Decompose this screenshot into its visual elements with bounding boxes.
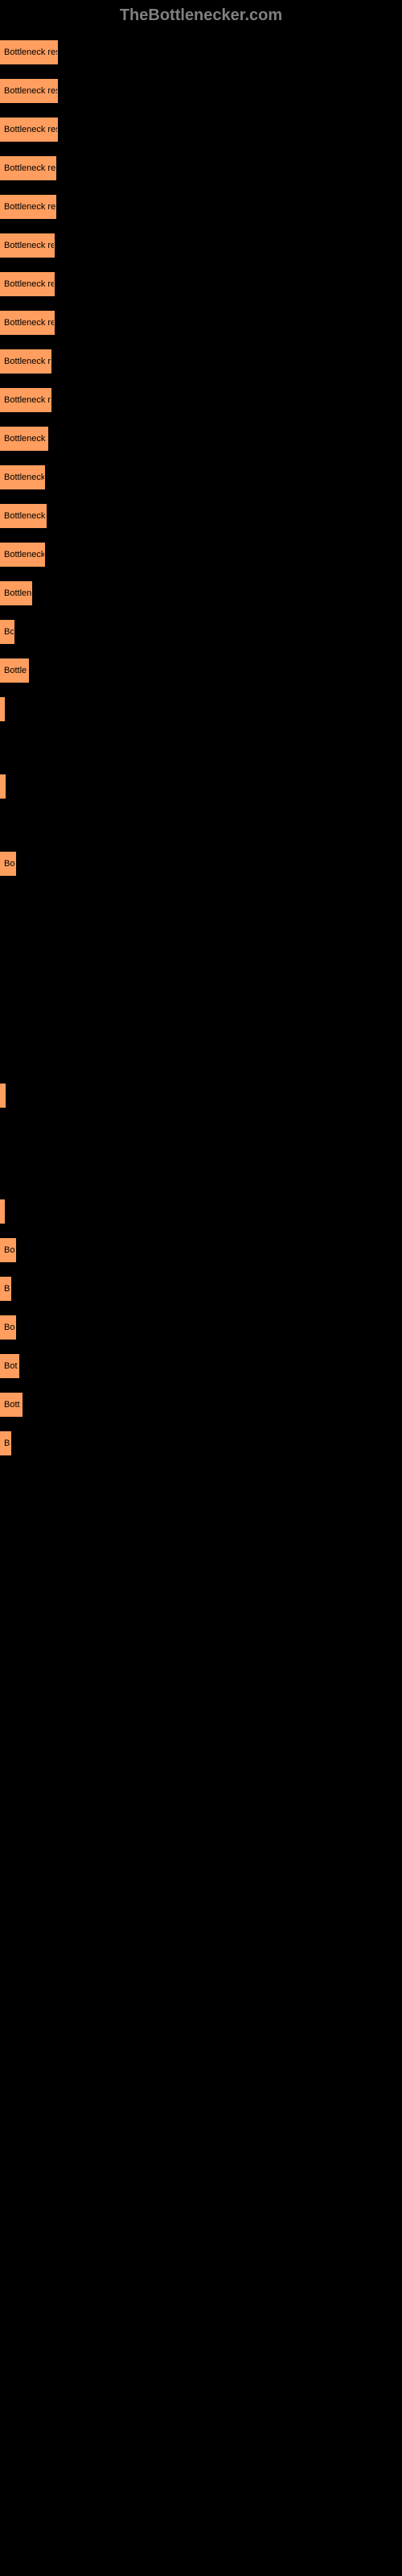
bar: Bottleneck res xyxy=(0,311,55,335)
bar-row: Bottleneck resu xyxy=(0,39,402,65)
bar: B xyxy=(0,1277,11,1301)
bar-row: Bottleneck c xyxy=(0,542,402,568)
bar: Bo xyxy=(0,1238,16,1262)
bar: Bottleneck res xyxy=(0,272,55,296)
bar: Bottleneck re xyxy=(0,504,47,528)
bar-row: Bottlen xyxy=(0,580,402,606)
bar-row: Bottleneck resu xyxy=(0,78,402,104)
bar-row: Bottleneck res xyxy=(0,349,402,374)
bar-row: Bott xyxy=(0,1392,402,1418)
bar-row: B xyxy=(0,1430,402,1456)
bar-row xyxy=(0,735,402,761)
bar: Bottleneck resu xyxy=(0,118,58,142)
bar: Bo xyxy=(0,852,16,876)
bar xyxy=(0,1199,5,1224)
bar-row xyxy=(0,696,402,722)
bar xyxy=(0,1084,6,1108)
bar xyxy=(0,697,5,721)
bar-row xyxy=(0,812,402,838)
bar-row xyxy=(0,1044,402,1070)
bar: Bottleneck res xyxy=(0,156,56,180)
bar: B xyxy=(0,1431,11,1455)
bar-row xyxy=(0,967,402,993)
bar: Bott xyxy=(0,1393,23,1417)
bar: Bottleneck c xyxy=(0,465,45,489)
bar: Bottle xyxy=(0,658,29,683)
bar-row xyxy=(0,774,402,799)
bar-row: B xyxy=(0,1276,402,1302)
bar: Bottleneck res xyxy=(0,388,51,412)
bar: Bottleneck resu xyxy=(0,40,58,64)
bar: Bottleneck resu xyxy=(0,79,58,103)
bar-row xyxy=(0,1121,402,1147)
bar xyxy=(0,774,6,799)
bar: Bo xyxy=(0,1315,16,1340)
bar-row: Bottleneck res xyxy=(0,194,402,220)
bar: Bottlen xyxy=(0,581,32,605)
bar-row xyxy=(0,928,402,954)
bar-row: Bottleneck res xyxy=(0,387,402,413)
bar-row xyxy=(0,890,402,915)
bar-row: Bottleneck re xyxy=(0,426,402,452)
bar-row xyxy=(0,1199,402,1224)
bar-row: Bottleneck re xyxy=(0,503,402,529)
bar-row: Bo xyxy=(0,851,402,877)
bar-row: Bottleneck res xyxy=(0,155,402,181)
bar: Bottleneck c xyxy=(0,543,45,567)
bar: Bottleneck re xyxy=(0,427,48,451)
bar-row: Bottleneck res xyxy=(0,310,402,336)
bar: Bottleneck res xyxy=(0,233,55,258)
bar-row: Bottleneck res xyxy=(0,233,402,258)
bar-row xyxy=(0,1083,402,1108)
bar-row: Bottle xyxy=(0,658,402,683)
bar: Bot xyxy=(0,1354,19,1378)
bar-chart: Bottleneck resu Bottleneck resu Bottleneck… xyxy=(0,31,402,1477)
bar-row: Bottleneck resu xyxy=(0,117,402,142)
bar-row: Bot xyxy=(0,1353,402,1379)
bar-row: Bo xyxy=(0,1237,402,1263)
bar-row: Bo xyxy=(0,1315,402,1340)
bar-row xyxy=(0,1160,402,1186)
bar: Bottleneck res xyxy=(0,349,51,374)
bar-row: Bc xyxy=(0,619,402,645)
bar-row: Bottleneck res xyxy=(0,271,402,297)
watermark-text: TheBottlenecker.com xyxy=(0,0,402,31)
bar-row: Bottleneck c xyxy=(0,464,402,490)
bar: Bc xyxy=(0,620,14,644)
bar-row xyxy=(0,1005,402,1031)
bar: Bottleneck res xyxy=(0,195,56,219)
